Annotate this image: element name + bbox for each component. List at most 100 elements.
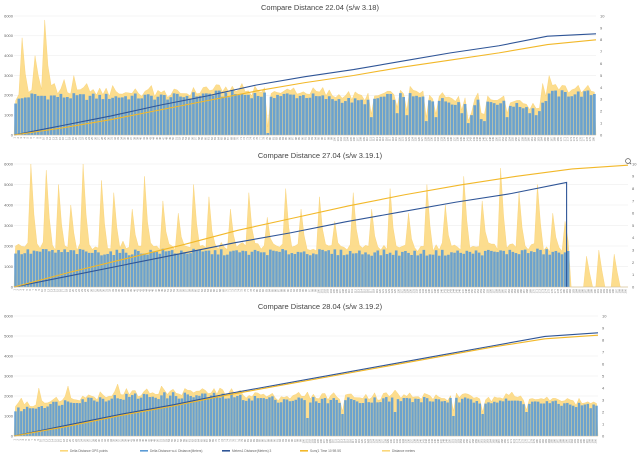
x-tick-label: 51 — [158, 438, 162, 441]
x-tick-label: 9 — [37, 288, 41, 290]
x-tick-label: 42 — [145, 136, 149, 139]
resize-handle-icon[interactable] — [625, 158, 632, 165]
bar — [188, 98, 192, 135]
x-tick-label: 109 — [328, 438, 332, 443]
x-tick-label: 68 — [218, 288, 222, 291]
x-tick-label: 6 — [29, 136, 33, 138]
legend-label: Sum(1 Time 10 9B 5S — [310, 449, 341, 453]
bar — [531, 108, 535, 135]
bar — [208, 93, 211, 135]
bar — [563, 252, 567, 287]
bar — [66, 252, 70, 287]
x-tick-label: 113 — [375, 136, 379, 141]
x-tick-label: 136 — [407, 438, 411, 443]
bar — [58, 405, 61, 436]
x-tick-label: 55 — [187, 136, 191, 139]
bar — [487, 402, 490, 436]
bar — [580, 96, 583, 135]
y-tick-label: 5000 — [4, 333, 14, 338]
bar — [466, 123, 470, 135]
x-tick-label: 83 — [252, 438, 256, 441]
x-tick-label: 27 — [97, 136, 101, 139]
x-tick-label: 129 — [386, 438, 390, 443]
bar — [460, 398, 464, 436]
x-tick-label: 177 — [553, 288, 557, 293]
x-tick-label: 35 — [117, 288, 121, 291]
x-tick-label: 182 — [541, 438, 545, 443]
y2-tick-label: 7 — [632, 198, 635, 203]
bar — [317, 403, 321, 436]
x-tick-label: 121 — [363, 438, 367, 443]
x-tick-label: 177 — [582, 136, 586, 141]
bar — [192, 248, 195, 287]
x-tick-label: 75 — [252, 136, 256, 139]
bar — [420, 402, 423, 436]
bar — [431, 101, 435, 135]
bar — [386, 93, 389, 135]
y2-tick-label: 9 — [602, 325, 605, 330]
x-tick-label: 128 — [402, 288, 406, 293]
bar — [518, 106, 522, 135]
bar — [204, 393, 207, 436]
bar — [428, 254, 432, 287]
x-tick-label: 153 — [504, 136, 508, 141]
x-tick-label: 51 — [166, 288, 170, 291]
x-tick-label: 106 — [335, 288, 339, 293]
x-tick-label: 98 — [326, 136, 330, 139]
bar — [592, 404, 595, 436]
x-tick-label: 151 — [473, 288, 477, 293]
x-tick-label: 164 — [488, 438, 492, 443]
x-tick-label: 102 — [339, 136, 343, 141]
bar — [253, 395, 257, 436]
bar — [302, 251, 306, 287]
bar — [544, 101, 548, 135]
x-tick-label: 96 — [320, 136, 324, 139]
x-tick-label: 67 — [205, 438, 209, 441]
bar — [350, 399, 353, 436]
x-tick-label: 119 — [375, 288, 379, 293]
bar — [256, 398, 260, 436]
x-tick-label: 174 — [544, 288, 548, 293]
bar — [111, 97, 114, 135]
bar — [20, 411, 23, 436]
bar — [216, 254, 220, 287]
bar — [82, 94, 85, 135]
x-tick-label: 26 — [89, 288, 93, 291]
series-bars — [14, 392, 598, 436]
x-tick-label: 174 — [572, 136, 576, 141]
x-tick-label: 92 — [307, 136, 311, 139]
x-tick-label: 99 — [299, 438, 303, 441]
bar — [478, 403, 481, 436]
x-tick-label: 148 — [488, 136, 492, 141]
x-tick-label: 90 — [286, 288, 290, 291]
x-tick-label: 38 — [126, 288, 130, 291]
bar — [153, 99, 157, 135]
bar — [112, 255, 116, 287]
x-tick-label: 169 — [528, 288, 532, 293]
bar — [447, 254, 450, 287]
bar — [269, 96, 273, 135]
x-tick-label: 168 — [553, 136, 557, 141]
x-tick-label: 28 — [95, 288, 99, 291]
x-tick-label: 122 — [404, 136, 408, 141]
bar — [72, 93, 76, 135]
bar — [336, 255, 340, 287]
x-tick-label: 144 — [452, 288, 456, 293]
x-tick-label: 11 — [42, 438, 46, 441]
x-tick-label: 63 — [203, 288, 207, 291]
series-area-delta-gps — [13, 383, 599, 437]
x-tick-label: 135 — [424, 288, 428, 293]
x-tick-label: 31 — [110, 136, 114, 139]
x-tick-label: 134 — [421, 288, 425, 293]
bar — [481, 414, 484, 436]
x-tick-label: 2 — [15, 438, 19, 440]
legend-label: Distance meters — [392, 449, 415, 453]
x-tick-label: 156 — [514, 136, 518, 141]
bar — [586, 90, 590, 135]
bar — [192, 397, 195, 436]
x-tick-label: 69 — [232, 136, 236, 139]
x-tick-label: 147 — [439, 438, 443, 443]
bar — [327, 250, 330, 287]
x-tick-label: 87 — [277, 288, 281, 291]
bar — [14, 253, 17, 287]
